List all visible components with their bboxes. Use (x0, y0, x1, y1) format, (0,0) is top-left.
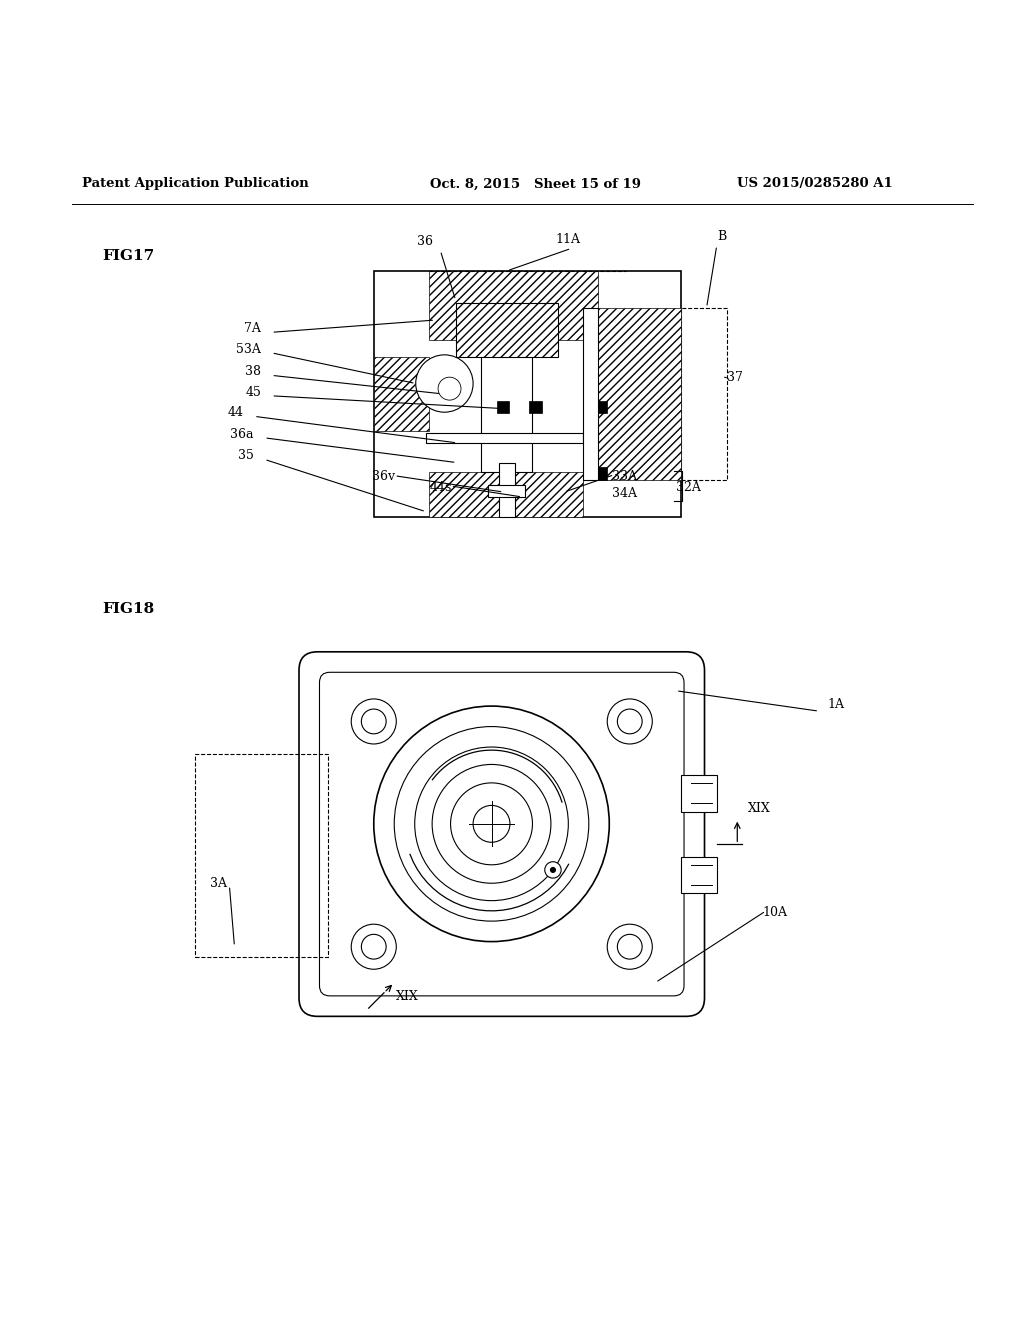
Text: 3A: 3A (210, 878, 227, 890)
Bar (488, 484, 525, 496)
Bar (374, 271, 681, 516)
Circle shape (545, 862, 561, 878)
Circle shape (438, 378, 461, 400)
Circle shape (617, 935, 642, 960)
Circle shape (607, 924, 652, 969)
Bar (374, 356, 429, 430)
Text: FIG18: FIG18 (102, 602, 155, 616)
Bar (456, 302, 558, 356)
Bar (595, 467, 607, 479)
FancyBboxPatch shape (299, 652, 705, 1016)
Bar (429, 271, 598, 339)
Circle shape (473, 805, 510, 842)
Text: 44: 44 (227, 407, 244, 420)
Text: 34A: 34A (612, 487, 637, 500)
Bar (681, 308, 727, 479)
Bar (456, 302, 558, 356)
Text: 10A: 10A (763, 906, 787, 919)
Bar (529, 401, 542, 413)
Text: 37: 37 (727, 371, 743, 384)
Text: 11A: 11A (556, 234, 581, 247)
Bar (583, 308, 681, 479)
Bar (583, 308, 598, 479)
Bar (681, 857, 717, 894)
Text: 1A: 1A (827, 698, 845, 711)
Text: 36: 36 (417, 235, 433, 248)
Text: 35: 35 (238, 449, 254, 462)
Circle shape (361, 935, 386, 960)
Text: FIG17: FIG17 (102, 248, 155, 263)
Bar (429, 473, 583, 516)
Text: XIX: XIX (748, 801, 770, 814)
Bar (426, 433, 583, 444)
Bar (195, 754, 328, 957)
Bar (497, 401, 509, 413)
Circle shape (550, 867, 556, 873)
Text: 53A: 53A (237, 343, 261, 356)
Circle shape (361, 709, 386, 734)
Text: 38: 38 (245, 366, 261, 379)
FancyBboxPatch shape (319, 672, 684, 995)
Text: 32A: 32A (676, 480, 700, 494)
Circle shape (351, 924, 396, 969)
Text: 44s: 44s (429, 480, 452, 494)
Text: B: B (717, 230, 727, 243)
Text: 45: 45 (245, 385, 261, 399)
Circle shape (351, 698, 396, 744)
Circle shape (416, 355, 473, 412)
Text: XIX: XIX (396, 990, 419, 1003)
Bar (481, 337, 532, 473)
Bar (499, 462, 515, 516)
Text: 36a: 36a (230, 428, 254, 441)
Bar (681, 775, 717, 812)
Circle shape (607, 698, 652, 744)
Text: Oct. 8, 2015   Sheet 15 of 19: Oct. 8, 2015 Sheet 15 of 19 (430, 177, 641, 190)
Text: 36v: 36v (373, 470, 395, 483)
Circle shape (617, 709, 642, 734)
Text: 33A: 33A (612, 470, 637, 483)
Text: 7A: 7A (245, 322, 261, 335)
Bar (595, 401, 607, 413)
Text: Patent Application Publication: Patent Application Publication (82, 177, 308, 190)
Text: US 2015/0285280 A1: US 2015/0285280 A1 (737, 177, 893, 190)
